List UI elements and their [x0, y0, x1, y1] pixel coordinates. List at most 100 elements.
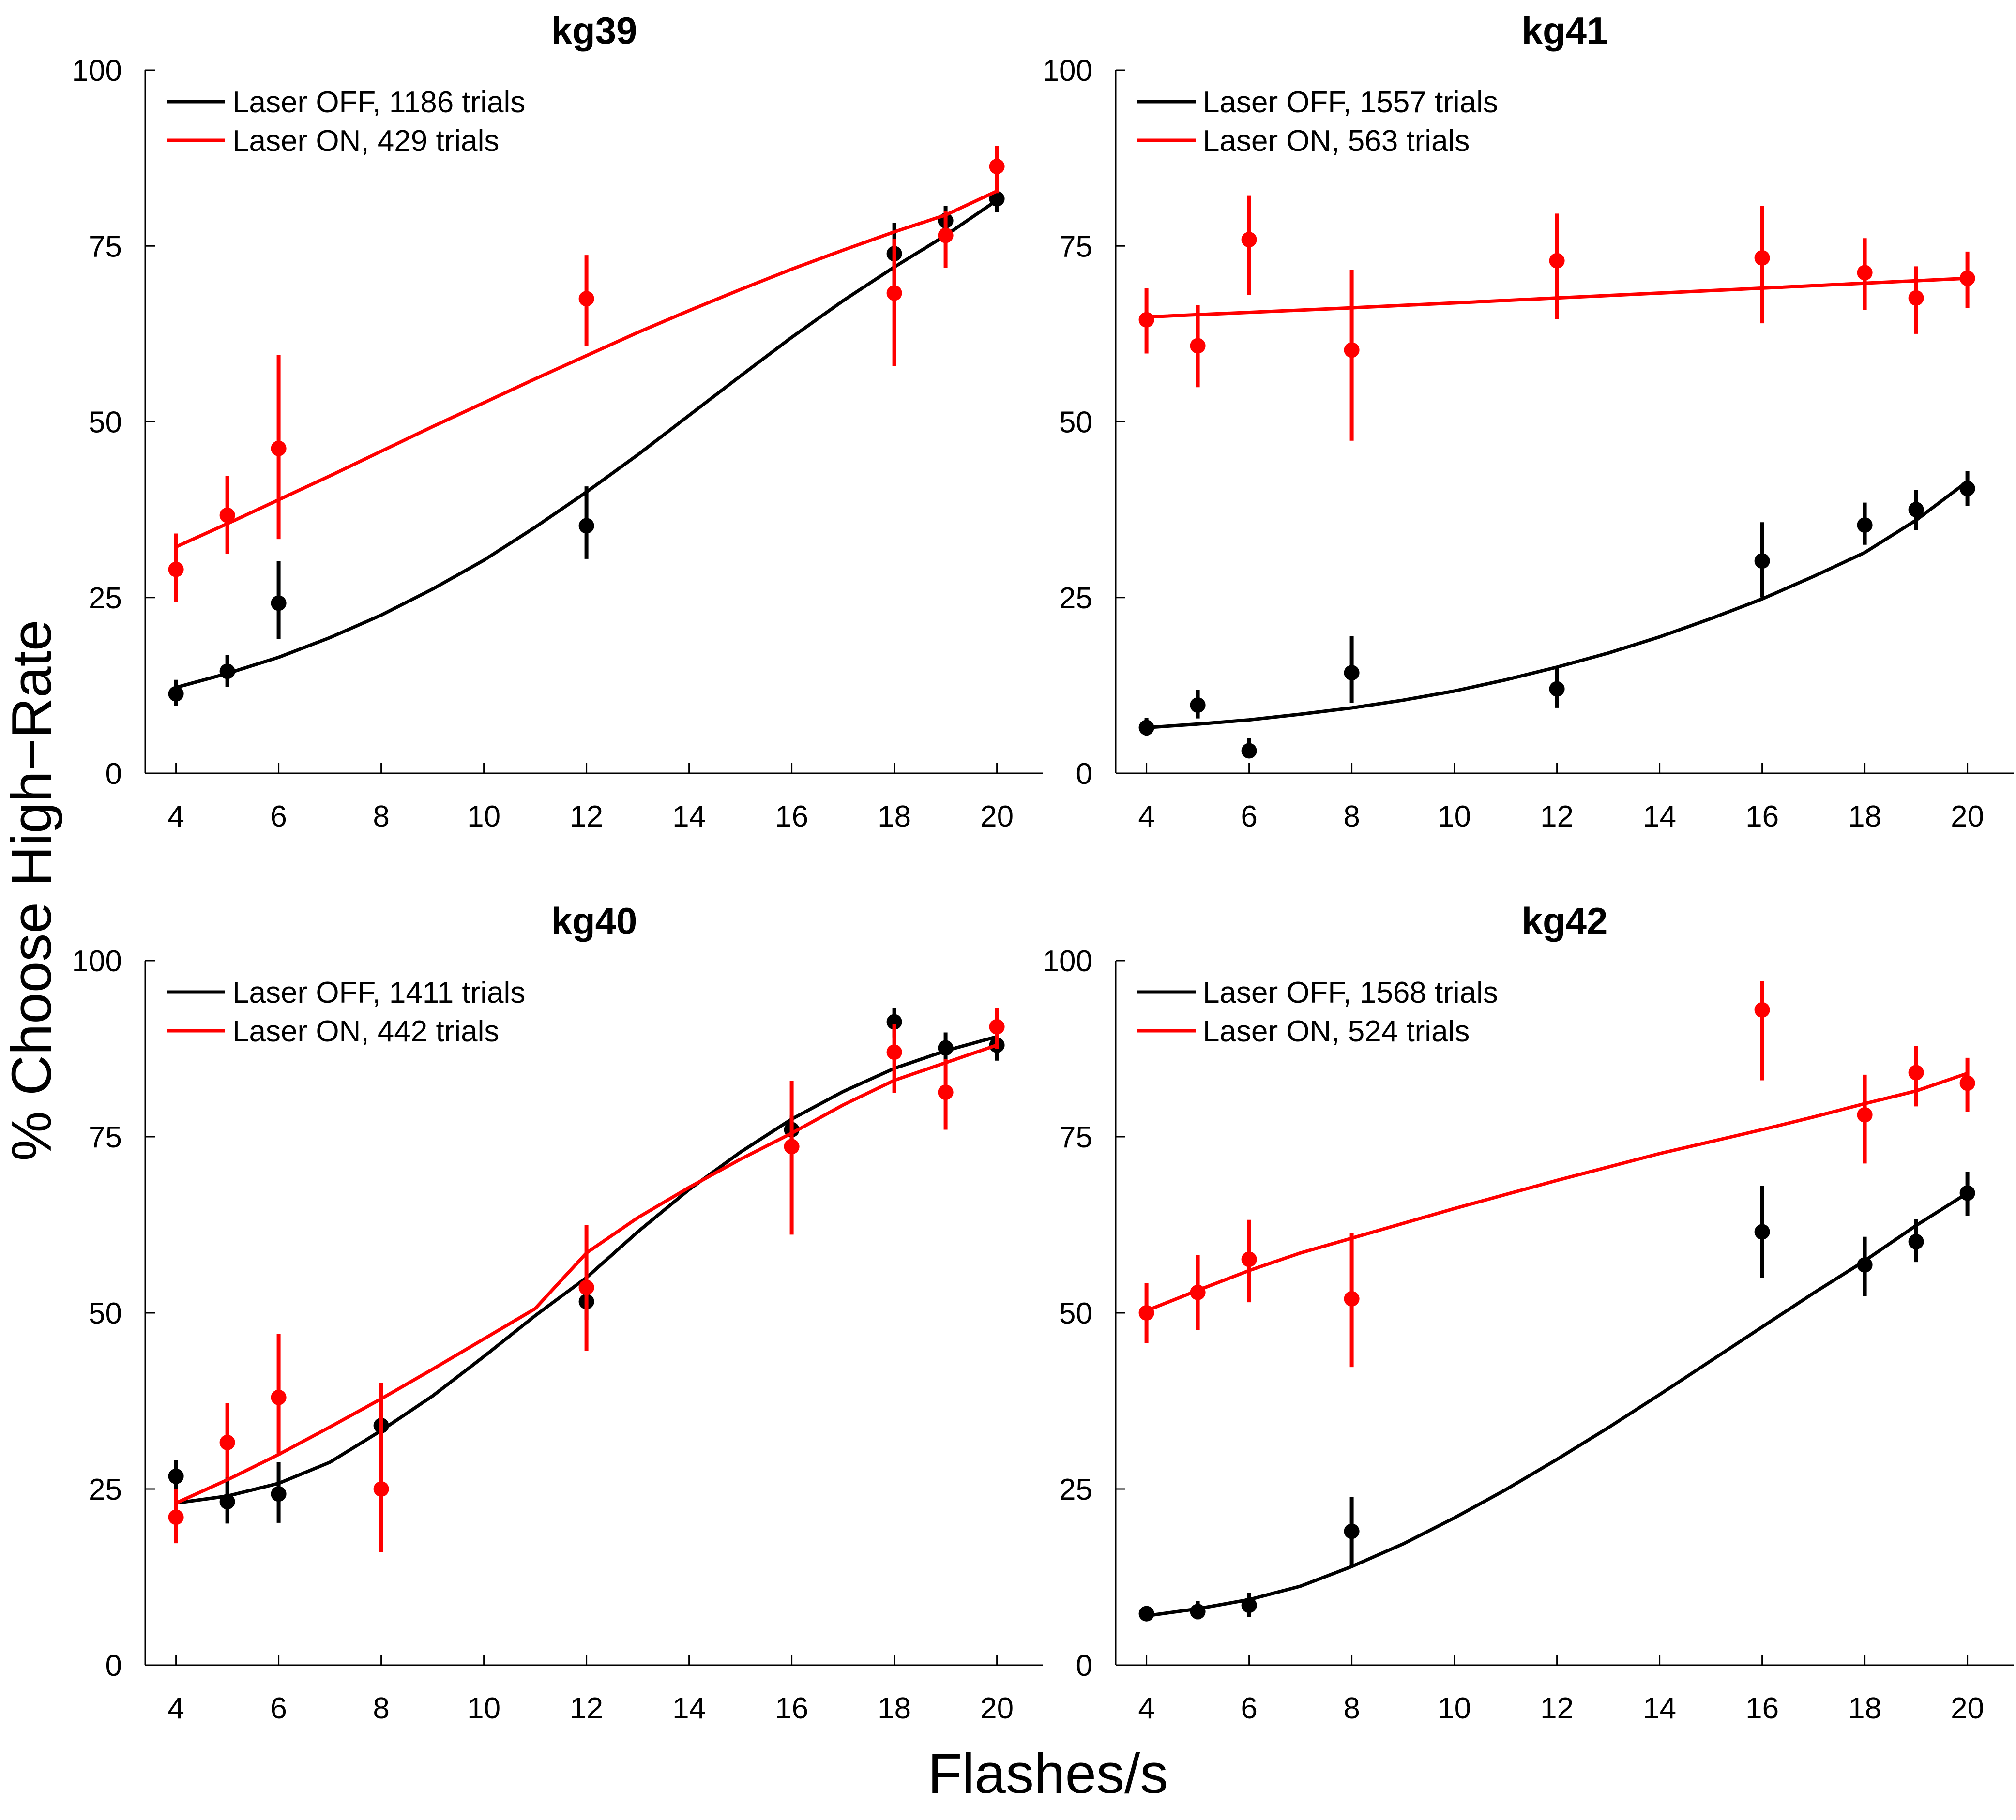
data-point — [271, 440, 287, 456]
legend: Laser OFF, 1186 trials Laser ON, 429 tria… — [167, 86, 525, 158]
data-point — [271, 1389, 287, 1405]
data-point — [1754, 1002, 1770, 1018]
y-tick-label: 75 — [1059, 1121, 1092, 1154]
x-tick-label: 12 — [570, 1692, 603, 1725]
data-point — [219, 1434, 235, 1450]
data-point — [938, 227, 954, 243]
y-tick-label: 75 — [1059, 230, 1092, 263]
data-point — [886, 1044, 902, 1060]
legend-label: Laser ON, 442 trials — [232, 1015, 499, 1048]
y-tick-label: 75 — [89, 230, 122, 263]
x-tick-label: 14 — [1643, 800, 1676, 833]
chart-panel-kg42: kg42 0 25 50 75 100 4 6 8 10 12 14 16 18 20 Laser OFF, … — [1043, 900, 2014, 1725]
data-point — [1241, 1251, 1257, 1267]
data-point — [989, 191, 1005, 207]
x-tick-label: 6 — [270, 800, 287, 833]
y-tick-label: 0 — [1076, 757, 1092, 791]
y-tick-label: 25 — [1059, 1473, 1092, 1506]
data-point — [168, 561, 184, 577]
panel-title: kg39 — [551, 9, 637, 52]
x-tick-label: 18 — [878, 1692, 911, 1725]
x-tick-label: 6 — [1241, 1692, 1257, 1725]
panel-title: kg40 — [551, 900, 637, 942]
x-tick-label: 4 — [167, 800, 184, 833]
legend: Laser OFF, 1411 trials Laser ON, 442 tria… — [167, 976, 525, 1048]
data-point — [886, 1014, 902, 1030]
y-tick-label: 0 — [106, 757, 122, 791]
x-tick-label: 14 — [672, 800, 706, 833]
legend-label: Laser ON, 429 trials — [232, 124, 499, 158]
data-point — [1857, 1107, 1873, 1123]
series-laser-off — [1138, 1172, 1975, 1622]
x-tick-label: 18 — [1848, 1692, 1881, 1725]
data-point — [1908, 290, 1924, 306]
data-point — [1959, 481, 1975, 496]
data-point — [373, 1481, 389, 1497]
data-point — [1138, 1606, 1154, 1622]
data-point — [168, 1509, 184, 1525]
x-tick-label: 10 — [1438, 1692, 1471, 1725]
data-point — [1754, 553, 1770, 569]
x-tick-label: 6 — [1241, 800, 1257, 833]
data-point — [1241, 232, 1257, 248]
y-tick-label: 100 — [72, 54, 122, 88]
legend-label: Laser ON, 524 trials — [1203, 1015, 1470, 1048]
data-point — [219, 663, 235, 679]
data-point — [1908, 1233, 1924, 1249]
figure-y-axis-title: % Choose High−Rate — [0, 620, 63, 1161]
data-point — [168, 686, 184, 702]
y-tick-label: 50 — [1059, 406, 1092, 439]
series-laser-on — [168, 1008, 1005, 1553]
series-laser-on — [1138, 981, 1975, 1368]
chart-panel-kg41: kg41 0 25 50 75 100 4 6 8 10 12 14 16 18 20 Laser OFF, … — [1043, 9, 2014, 833]
data-point — [1344, 1523, 1360, 1539]
data-point — [1754, 250, 1770, 266]
x-tick-label: 12 — [1540, 800, 1574, 833]
data-point — [1138, 720, 1154, 736]
legend: Laser OFF, 1568 trials Laser ON, 524 tria… — [1137, 976, 1498, 1048]
x-tick-label: 8 — [373, 800, 389, 833]
y-tick-label: 25 — [1059, 582, 1092, 615]
data-point — [1190, 697, 1206, 713]
x-tick-label: 4 — [1138, 1692, 1154, 1725]
data-point — [886, 285, 902, 301]
y-tick-label: 0 — [106, 1649, 122, 1683]
data-point — [1549, 681, 1565, 697]
y-tick-label: 0 — [1076, 1649, 1092, 1683]
data-point — [1241, 1597, 1257, 1613]
legend-label: Laser OFF, 1411 trials — [232, 976, 525, 1009]
series-laser-off — [1138, 471, 1975, 759]
x-tick-label: 8 — [1343, 1692, 1360, 1725]
data-point — [784, 1139, 800, 1155]
fit-curve — [1146, 1191, 1969, 1618]
x-tick-label: 16 — [775, 800, 808, 833]
panel-title: kg42 — [1522, 900, 1608, 942]
data-point — [1857, 517, 1873, 533]
x-tick-label: 16 — [775, 1692, 808, 1725]
y-tick-label: 100 — [1043, 945, 1092, 978]
x-tick-label: 8 — [1343, 800, 1360, 833]
data-point — [219, 507, 235, 523]
data-point — [989, 159, 1005, 175]
data-point — [1344, 1291, 1360, 1307]
y-tick-label: 50 — [1059, 1297, 1092, 1330]
x-tick-label: 10 — [467, 1692, 500, 1725]
data-point — [1754, 1224, 1770, 1240]
data-point — [271, 1486, 287, 1502]
x-tick-label: 4 — [1138, 800, 1154, 833]
y-tick-label: 50 — [89, 1297, 122, 1330]
x-tick-label: 18 — [1848, 800, 1881, 833]
data-point — [578, 1279, 594, 1295]
chart-panel-kg39: kg39 0 25 50 75 100 4 6 8 10 12 14 16 18 20 Laser OFF, … — [72, 9, 1043, 833]
data-point — [1190, 1604, 1206, 1620]
figure-x-axis-title: Flashes/s — [928, 1742, 1168, 1805]
legend-label: Laser OFF, 1186 trials — [232, 86, 525, 119]
data-point — [938, 1040, 954, 1056]
data-point — [578, 518, 594, 534]
y-tick-label: 25 — [89, 1473, 122, 1506]
chart-panel-kg40: kg40 0 25 50 75 100 4 6 8 10 12 14 16 18 20 Laser OFF, … — [72, 900, 1043, 1725]
x-tick-label: 10 — [467, 800, 500, 833]
y-tick-label: 100 — [72, 945, 122, 978]
x-tick-label: 20 — [980, 800, 1014, 833]
